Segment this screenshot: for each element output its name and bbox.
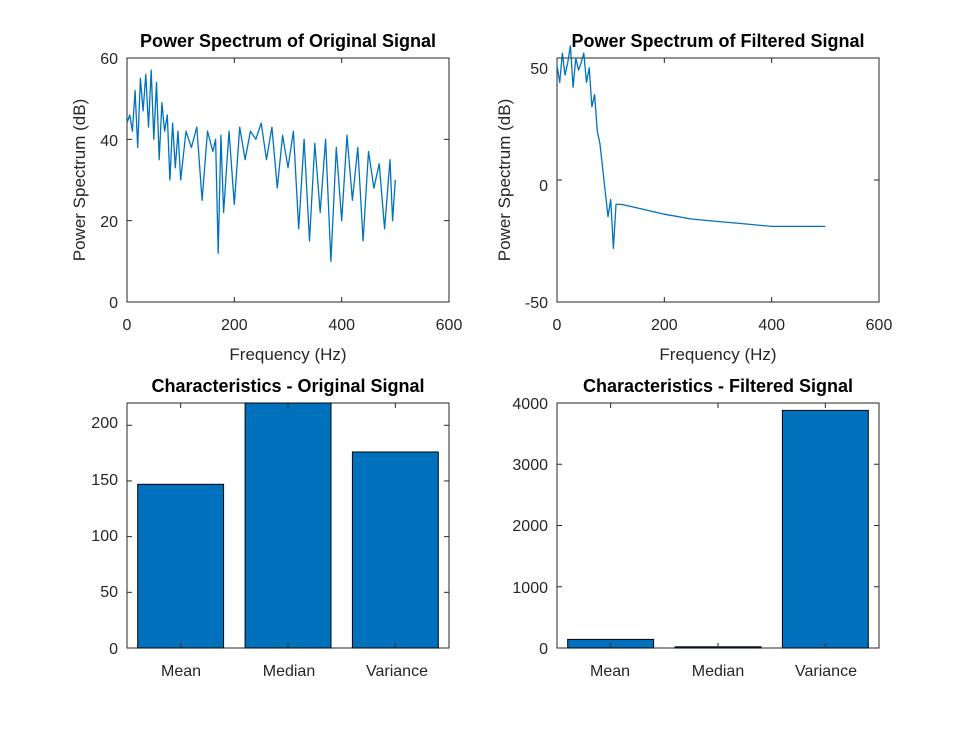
y-tick-label: 20 [100, 214, 118, 231]
x-axis-label: Frequency (Hz) [659, 345, 776, 364]
x-tick-label: 400 [328, 317, 355, 334]
x-tick-label: Variance [795, 663, 857, 680]
chart-title: Characteristics - Filtered Signal [583, 376, 853, 396]
panel-filtered-characteristics: Characteristics - Filtered Signal Mean M… [512, 376, 880, 680]
y-tick-labels: 0 1000 2000 3000 4000 [512, 396, 548, 658]
y-tick-label: 0 [539, 641, 548, 658]
x-tick-label: 400 [758, 317, 785, 334]
panel-filtered-spectrum: Power Spectrum of Filtered Signal 0 200 … [495, 31, 892, 364]
y-tick-label: 50 [100, 584, 118, 601]
y-tick-label: 200 [91, 415, 118, 432]
series-line [556, 45, 826, 249]
x-tick-label: Median [692, 663, 744, 680]
x-tick-labels: 0 200 400 600 [123, 317, 463, 334]
y-tick-labels: 0 20 40 60 [100, 51, 118, 312]
y-tick-label: 150 [91, 472, 118, 489]
x-tick-label: 600 [866, 317, 893, 334]
x-tick-label: Mean [161, 663, 201, 680]
bar-variance [351, 451, 439, 649]
bar-median [244, 402, 332, 649]
x-tick-label: Variance [366, 663, 428, 680]
y-tick-label: 60 [100, 51, 118, 68]
y-axis-label: Power Spectrum (dB) [495, 99, 514, 262]
chart-title: Characteristics - Original Signal [151, 376, 424, 396]
panel-original-characteristics: Characteristics - Original Signal Mean M… [91, 376, 450, 680]
y-tick-label: 3000 [512, 457, 548, 474]
y-tick-label: 1000 [512, 580, 548, 597]
x-tick-label: 600 [436, 317, 463, 334]
y-tick-label: 4000 [512, 396, 548, 413]
x-tick-label: 200 [651, 317, 678, 334]
plot-area [556, 57, 880, 303]
panel-original-spectrum: Power Spectrum of Original Signal 0 200 … [70, 31, 462, 364]
x-tick-labels: Mean Median Variance [161, 663, 428, 680]
x-tick-labels: 0 200 400 600 [553, 317, 893, 334]
y-tick-label: 2000 [512, 518, 548, 535]
plot-area [126, 57, 450, 303]
bar-layer [127, 402, 449, 649]
x-tick-labels: Mean Median Variance [590, 663, 857, 680]
bar-variance [781, 409, 869, 649]
y-tick-label: 0 [539, 178, 548, 195]
y-tick-label: -50 [525, 295, 548, 312]
chart-title: Power Spectrum of Filtered Signal [571, 31, 864, 51]
y-tick-label: 0 [109, 295, 118, 312]
bar-layer [557, 402, 879, 649]
x-axis-label: Frequency (Hz) [229, 345, 346, 364]
bar-mean [137, 483, 225, 649]
y-tick-label: 0 [109, 641, 118, 658]
x-tick-label: 0 [123, 317, 132, 334]
x-tick-label: Mean [590, 663, 630, 680]
y-tick-label: 50 [530, 61, 548, 78]
y-tick-label: 100 [91, 528, 118, 545]
chart-title: Power Spectrum of Original Signal [140, 31, 436, 51]
y-tick-labels: 0 50 100 150 200 [91, 415, 118, 658]
series-line [126, 69, 396, 262]
y-tick-label: 40 [100, 133, 118, 150]
x-tick-label: Median [263, 663, 315, 680]
x-tick-label: 0 [553, 317, 562, 334]
y-tick-labels: -50 0 50 [525, 61, 548, 312]
series-line-layer [556, 45, 880, 303]
x-tick-label: 200 [221, 317, 248, 334]
series-line-layer [126, 57, 450, 303]
y-axis-label: Power Spectrum (dB) [70, 99, 89, 262]
